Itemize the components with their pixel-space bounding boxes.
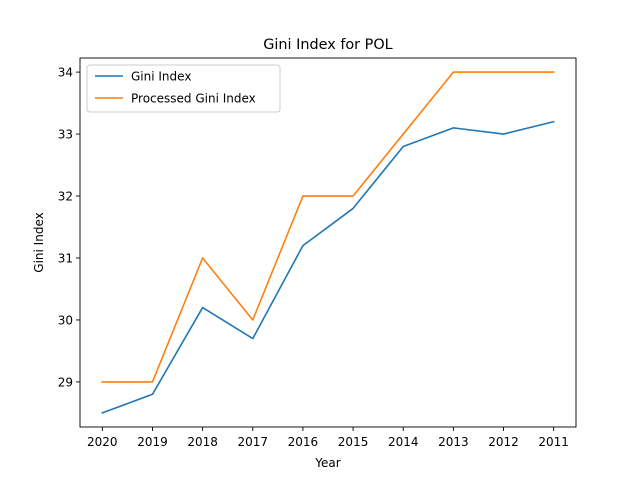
- y-axis: 29 30 31 32 33 34: [58, 66, 80, 389]
- y-tick-label: 30: [58, 313, 73, 327]
- y-tick-label: 34: [58, 66, 73, 80]
- y-tick-label: 29: [58, 375, 73, 389]
- plot-frame: [79, 57, 577, 428]
- series-layer: [101, 71, 555, 414]
- y-axis-label: Gini Index: [32, 212, 46, 272]
- y-tick-label: 31: [58, 251, 73, 265]
- y-tick-label: 33: [58, 128, 73, 142]
- chart-title: Gini Index for POL: [263, 37, 392, 53]
- series-line-2: [101, 71, 555, 383]
- x-tick-label: 2018: [187, 435, 218, 449]
- x-tick-label: 2013: [438, 435, 469, 449]
- x-axis-label: Year: [314, 456, 340, 470]
- x-tick-label: 2011: [538, 435, 569, 449]
- x-tick-label: 2017: [237, 435, 268, 449]
- x-tick-label: 2015: [338, 435, 369, 449]
- x-tick-label: 2020: [87, 435, 118, 449]
- x-axis: 2020 2019 2018 2017 2016 2015 2014 2013 2012 2011: [87, 427, 569, 449]
- series-line-1: [101, 120, 555, 414]
- legend: Gini Index Processed Gini Index: [86, 64, 281, 113]
- y-tick-label: 32: [58, 190, 73, 204]
- legend-box: [86, 64, 281, 113]
- x-tick-label: 2016: [288, 435, 319, 449]
- x-tick-label: 2012: [488, 435, 519, 449]
- x-tick-label: 2019: [137, 435, 168, 449]
- legend-label-1: Gini Index: [131, 70, 191, 84]
- legend-label-2: Processed Gini Index: [131, 92, 256, 106]
- x-tick-label: 2014: [388, 435, 419, 449]
